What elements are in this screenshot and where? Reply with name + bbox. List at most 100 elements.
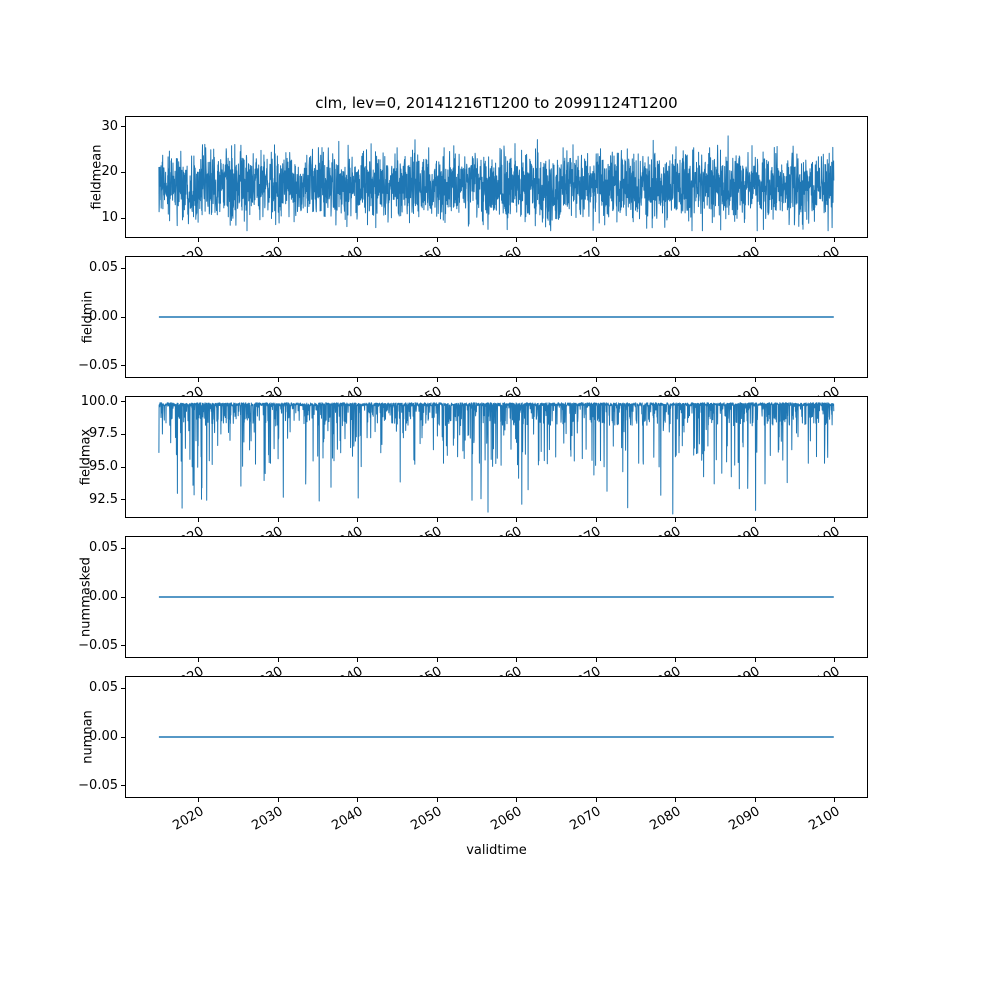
- x-tick-mark: [277, 798, 279, 802]
- x-tick-label: 2020: [170, 524, 206, 536]
- x-tick-mark: [516, 518, 518, 522]
- y-tick-label: 97.5: [89, 426, 118, 442]
- y-tick-mark: [121, 365, 125, 367]
- x-tick-mark: [516, 658, 518, 662]
- x-tick-label: 2020: [170, 804, 207, 834]
- x-tick-label: 2050: [409, 384, 445, 396]
- x-tick-label: 2100: [806, 384, 842, 396]
- x-tick-label: 2050: [409, 524, 445, 536]
- x-tick-mark: [834, 518, 836, 522]
- x-tick-mark: [277, 518, 279, 522]
- x-tick-label: 2030: [250, 524, 286, 536]
- line-series-numnan: [158, 736, 834, 738]
- x-tick-label: 2100: [806, 664, 842, 676]
- axes-fieldmin: [125, 256, 868, 378]
- axes-nummasked: [125, 536, 868, 658]
- x-tick-label: 2090: [727, 664, 763, 676]
- y-tick-mark: [121, 499, 125, 501]
- x-tick-label: 2050: [408, 804, 445, 834]
- y-tick-mark: [121, 687, 125, 689]
- y-tick-mark: [121, 433, 125, 435]
- x-tick-mark: [357, 518, 359, 522]
- y-tick-label: 100.0: [80, 393, 118, 409]
- x-tick-mark: [675, 238, 677, 242]
- x-tick-mark: [595, 518, 597, 522]
- y-tick-label: 10: [101, 210, 118, 226]
- x-tick-mark: [516, 238, 518, 242]
- x-tick-mark: [675, 378, 677, 382]
- y-tick-label: −0.05: [78, 637, 118, 653]
- x-tick-mark: [277, 238, 279, 242]
- y-tick-label: −0.05: [78, 777, 118, 793]
- y-tick-label: −0.05: [78, 357, 118, 373]
- x-tick-label: 2100: [806, 244, 842, 256]
- x-tick-mark: [754, 658, 756, 662]
- x-tick-label: 2030: [250, 664, 286, 676]
- x-tick-label: 2030: [250, 244, 286, 256]
- x-tick-label: 2100: [805, 804, 843, 834]
- x-tick-mark: [675, 658, 677, 662]
- x-tick-mark: [277, 658, 279, 662]
- y-tick-label: 0.05: [89, 680, 118, 696]
- y-tick-label: 0.05: [89, 260, 118, 276]
- x-tick-mark: [436, 238, 438, 242]
- x-tick-mark: [834, 798, 836, 802]
- y-tick-mark: [121, 401, 125, 403]
- y-tick-mark: [121, 645, 125, 647]
- x-tick-mark: [198, 238, 200, 242]
- x-tick-label: 2030: [250, 384, 286, 396]
- y-tick-label: 0.05: [89, 540, 118, 556]
- x-tick-label: 2060: [488, 524, 524, 536]
- y-tick-mark: [121, 547, 125, 549]
- x-tick-label: 2070: [568, 664, 604, 676]
- y-tick-mark: [121, 316, 125, 318]
- x-tick-mark: [198, 658, 200, 662]
- y-tick-label: 0.00: [89, 309, 118, 324]
- y-tick-label: 95.0: [89, 459, 118, 475]
- x-tick-label: 2070: [568, 524, 604, 536]
- x-tick-label: 2060: [488, 384, 524, 396]
- y-axis-title: nummasked: [78, 557, 94, 637]
- x-tick-label: 2100: [806, 524, 842, 536]
- axes-fieldmax: [125, 396, 868, 518]
- x-tick-label: 2080: [647, 244, 683, 256]
- y-axis-title: fieldmin: [80, 290, 96, 344]
- y-tick-mark: [121, 267, 125, 269]
- x-tick-label: 2040: [329, 524, 365, 536]
- y-axis-title: numnan: [80, 710, 96, 764]
- x-tick-mark: [754, 798, 756, 802]
- x-tick-label: 2090: [727, 524, 763, 536]
- x-tick-mark: [198, 378, 200, 382]
- x-tick-mark: [357, 378, 359, 382]
- axes-fieldmean: [125, 116, 868, 238]
- x-tick-mark: [357, 238, 359, 242]
- x-tick-zone: 2020 2030 2040 2050 2060 2070 2080 2090 2100: [0, 798, 1000, 844]
- x-tick-label: 2090: [726, 804, 763, 834]
- line-series-fieldmin: [158, 316, 834, 318]
- x-tick-label: 2040: [329, 384, 365, 396]
- y-axis-title: fieldmean: [89, 144, 105, 210]
- x-tick-zone: 2020 2030 2040 2050 2060 2070 2080 2090 2100: [0, 378, 1000, 396]
- y-tick-label: 30: [101, 118, 118, 134]
- x-tick-label: 2080: [647, 804, 684, 834]
- x-tick-mark: [277, 378, 279, 382]
- x-tick-label: 2090: [727, 244, 763, 256]
- x-tick-mark: [834, 238, 836, 242]
- x-tick-zone: 2020 2030 2040 2050 2060 2070 2080 2090 2100: [0, 518, 1000, 536]
- x-tick-label: 2030: [249, 804, 286, 834]
- y-tick-mark: [121, 466, 125, 468]
- x-tick-label: 2070: [568, 244, 604, 256]
- x-tick-mark: [754, 238, 756, 242]
- y-tick-mark: [121, 126, 125, 128]
- x-tick-mark: [436, 658, 438, 662]
- x-tick-label: 2020: [170, 664, 206, 676]
- x-tick-label: 2090: [727, 384, 763, 396]
- y-tick-mark: [121, 785, 125, 787]
- x-tick-mark: [675, 518, 677, 522]
- x-tick-mark: [436, 798, 438, 802]
- x-tick-label: 2060: [488, 664, 524, 676]
- x-tick-label: 2080: [647, 384, 683, 396]
- x-tick-label: 2050: [409, 244, 445, 256]
- x-tick-mark: [516, 798, 518, 802]
